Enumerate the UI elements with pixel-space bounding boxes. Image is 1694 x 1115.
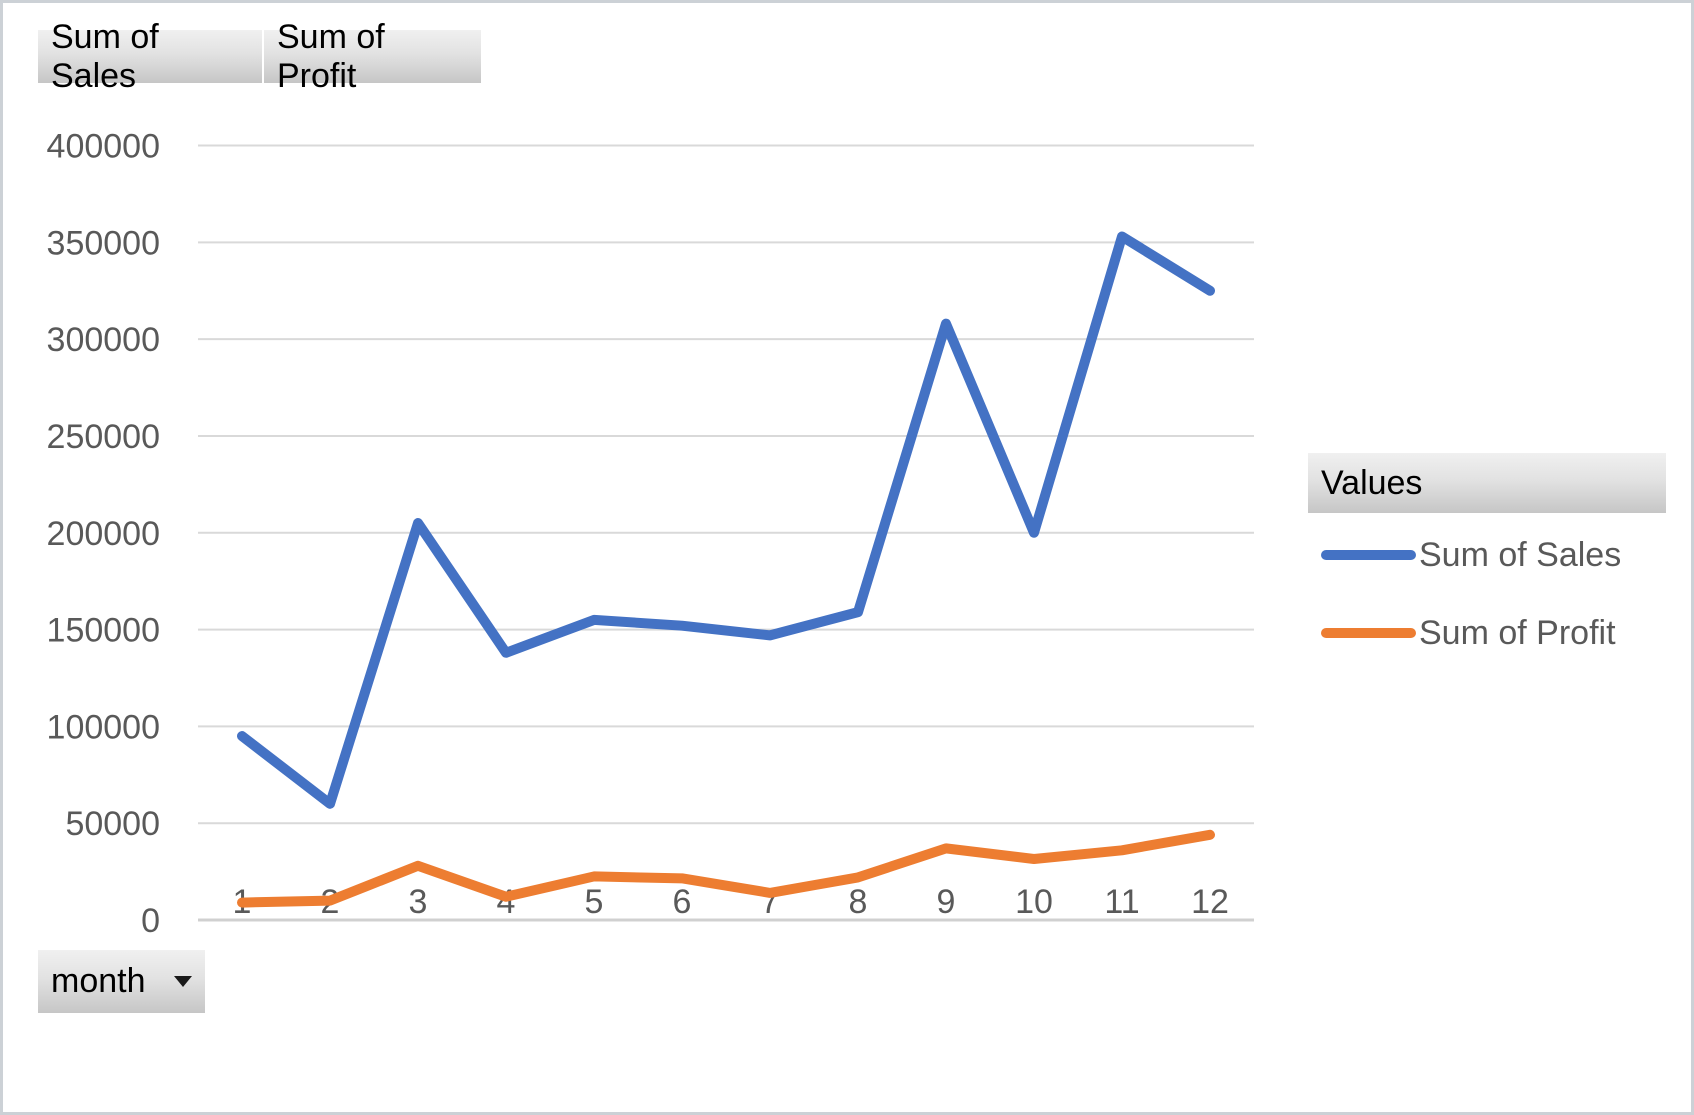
x-tick-label: 10 <box>1015 883 1053 921</box>
x-tick-label: 9 <box>937 883 956 921</box>
x-tick-label: 11 <box>1104 883 1139 921</box>
field-button-sales-label: Sum of Sales <box>51 17 159 95</box>
y-tick-label: 400000 <box>47 128 160 166</box>
legend-header-label: Values <box>1321 463 1423 502</box>
x-tick-label: 12 <box>1191 883 1229 921</box>
x-tick-label: 5 <box>585 883 604 921</box>
y-tick-label: 100000 <box>47 708 160 746</box>
series-line-sum-of-sales <box>237 231 1215 809</box>
y-tick-label: 350000 <box>47 224 160 262</box>
legend-item-sum-of-profit: Sum of Profit <box>1321 611 1616 655</box>
plot-area: 0 50000 100000 150000 200000 250000 300000 3500… <box>47 128 1254 940</box>
y-tick-label: 250000 <box>47 418 160 456</box>
y-tick-label: 200000 <box>47 515 160 553</box>
legend-marker-sales <box>1321 550 1416 560</box>
series-line-sum-of-profit <box>237 829 1215 908</box>
field-button-sum-of-sales[interactable]: Sum of Sales <box>38 18 262 95</box>
chevron-down-icon <box>174 976 192 987</box>
y-tick-label: 0 <box>141 902 160 940</box>
y-tick-label: 300000 <box>47 321 160 359</box>
legend-item-sum-of-sales: Sum of Sales <box>1321 533 1621 577</box>
x-tick-label: 4 <box>497 883 516 921</box>
y-tick-label: 50000 <box>65 805 160 843</box>
y-tick-label: 150000 <box>47 612 160 650</box>
legend-marker-profit <box>1321 628 1416 638</box>
field-button-sum-of-profit[interactable]: Sum of Profit <box>264 18 481 95</box>
field-button-values[interactable]: Values <box>1308 453 1666 513</box>
legend-label-profit: Sum of Profit <box>1419 613 1616 652</box>
x-tick-label: 3 <box>409 883 428 921</box>
field-button-profit-label: Sum of Profit <box>277 17 385 95</box>
axis-field-label: month <box>51 962 146 1000</box>
x-tick-label: 6 <box>673 883 692 921</box>
legend-label-sales: Sum of Sales <box>1419 535 1622 574</box>
axis-field-button-month[interactable]: month <box>38 950 205 1013</box>
x-tick-label: 8 <box>849 883 868 921</box>
